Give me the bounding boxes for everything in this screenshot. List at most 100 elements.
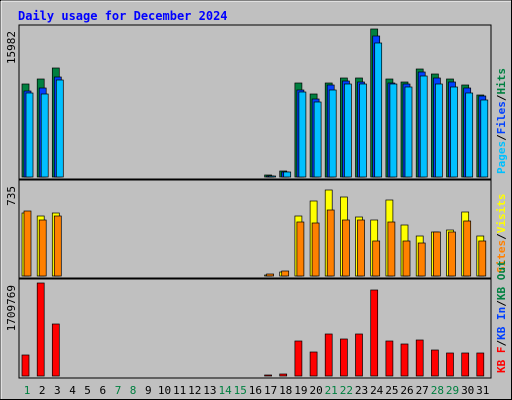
x-tick-label-day-5: 5 xyxy=(84,384,91,397)
x-tick-label-day-11: 11 xyxy=(173,384,186,397)
x-tick-label-day-14: 14 xyxy=(218,384,232,397)
bar-pages-day-23 xyxy=(359,83,367,178)
bar-kb-f-day-20 xyxy=(309,351,318,377)
bar-sites-day-19 xyxy=(296,221,305,277)
bar-pages-day-27 xyxy=(419,75,428,178)
legend-hits: Hits xyxy=(495,68,508,95)
chart-title: Daily usage for December 2024 xyxy=(18,9,228,23)
bar-pages-day-22 xyxy=(344,83,352,178)
x-tick-label-day-3: 3 xyxy=(54,384,61,397)
bar-pages-day-24 xyxy=(374,42,383,178)
bar-kb-f-day-26 xyxy=(400,343,409,377)
legend: KB F/KB In/KB Out xyxy=(495,260,508,373)
x-tick-label-day-27: 27 xyxy=(416,384,429,397)
x-tick-label-day-15: 15 xyxy=(234,384,247,397)
bar-kb-f-day-18 xyxy=(279,373,288,377)
bar-pages-day-21 xyxy=(328,89,337,178)
bar-pages-day-2 xyxy=(40,93,49,178)
bar-kb-f-day-22 xyxy=(340,338,348,377)
bar-sites-day-3 xyxy=(53,215,62,277)
bar-sites-day-24 xyxy=(372,240,381,277)
legend-kb-in: KB In xyxy=(495,307,508,340)
x-tick-label-day-29: 29 xyxy=(446,384,459,397)
bar-kb-f-day-25 xyxy=(385,340,394,377)
panel-visits-sites: 735 Sites/Visits xyxy=(5,179,508,279)
bar-kb-f-day-23 xyxy=(355,333,363,377)
bar-sites-day-22 xyxy=(342,219,350,277)
bar-kb-f-day-3 xyxy=(51,323,60,377)
bar-pages-day-26 xyxy=(404,86,413,178)
x-axis-labels: 1 2 3 4 5 6 7 8 9 10 11 12 13 14 15 16 17 18 19 20 21 22 23 24 2… xyxy=(24,384,490,397)
x-tick-label-day-23: 23 xyxy=(355,384,368,397)
x-tick-label-day-2: 2 xyxy=(39,384,46,397)
bar-kb-f-day-27 xyxy=(415,339,424,377)
x-tick-label-day-26: 26 xyxy=(400,384,413,397)
legend-separator: / xyxy=(495,94,508,101)
x-tick-label-day-18: 18 xyxy=(279,384,292,397)
bar-sites-day-17 xyxy=(266,273,274,277)
bar-pages-day-17 xyxy=(268,175,276,178)
bar-pages-day-29 xyxy=(450,86,458,178)
legend-kb-out: KB Out xyxy=(495,260,508,300)
bar-kb-f-day-28 xyxy=(431,349,439,377)
bar-sites-day-25 xyxy=(387,221,396,277)
legend-kb-f: KB F xyxy=(495,347,508,374)
bar-sites-day-21 xyxy=(326,209,335,277)
x-tick-label-day-7: 7 xyxy=(115,384,122,397)
bar-kb-f-day-24 xyxy=(370,289,379,377)
y-max-label: 1709769 xyxy=(5,285,18,331)
bar-pages-day-31 xyxy=(480,99,489,178)
bar-sites-day-20 xyxy=(311,222,320,277)
bar-sites-day-28 xyxy=(433,231,441,277)
bar-sites-day-31 xyxy=(478,240,487,277)
x-tick-label-day-1: 1 xyxy=(24,384,31,397)
x-tick-label-day-31: 31 xyxy=(476,384,489,397)
y-max-label: 15982 xyxy=(5,31,18,64)
plot-area xyxy=(18,179,492,279)
bar-kb-f-day-30 xyxy=(461,352,470,377)
x-tick-label-day-24: 24 xyxy=(370,384,384,397)
legend: Sites/Visits xyxy=(495,194,508,274)
bar-sites-day-29 xyxy=(448,231,456,277)
bar-pages-day-1 xyxy=(25,92,34,178)
bar-pages-day-19 xyxy=(298,91,307,178)
x-tick-label-day-6: 6 xyxy=(99,384,106,397)
bar-pages-day-30 xyxy=(465,92,474,178)
x-tick-label-day-10: 10 xyxy=(158,384,171,397)
legend-separator: / xyxy=(495,233,508,240)
bar-sites-day-23 xyxy=(357,219,365,277)
x-tick-label-day-25: 25 xyxy=(385,384,398,397)
bar-sites-day-18 xyxy=(281,270,290,277)
bar-sites-day-2 xyxy=(38,219,47,277)
bar-pages-day-3 xyxy=(55,79,64,178)
bar-pages-day-20 xyxy=(313,101,322,178)
legend-files: Files xyxy=(495,101,508,134)
x-tick-label-day-16: 16 xyxy=(249,384,262,397)
plot-area xyxy=(18,278,492,379)
x-tick-label-day-21: 21 xyxy=(325,384,338,397)
x-tick-label-day-8: 8 xyxy=(130,384,137,397)
x-tick-label-day-19: 19 xyxy=(294,384,307,397)
x-tick-label-day-20: 20 xyxy=(309,384,322,397)
bar-kb-f-day-21 xyxy=(324,333,333,377)
legend-sites: Sites xyxy=(495,240,508,273)
bar-sites-day-30 xyxy=(463,220,472,277)
x-tick-label-day-17: 17 xyxy=(264,384,277,397)
bar-kb-f-day-1 xyxy=(21,354,30,377)
y-max-label: 735 xyxy=(5,186,18,206)
x-tick-label-day-9: 9 xyxy=(145,384,152,397)
x-tick-label-day-13: 13 xyxy=(203,384,216,397)
legend-separator: / xyxy=(495,300,508,307)
bar-kb-f-day-29 xyxy=(446,352,454,377)
bar-sites-day-27 xyxy=(417,242,426,277)
bar-pages-day-25 xyxy=(389,83,398,178)
legend-pages: Pages xyxy=(495,141,508,174)
bar-kb-f-day-31 xyxy=(476,352,485,377)
legend: Pages/Files/Hits xyxy=(495,68,508,174)
legend-separator: / xyxy=(495,340,508,347)
bar-sites-day-26 xyxy=(402,240,411,277)
